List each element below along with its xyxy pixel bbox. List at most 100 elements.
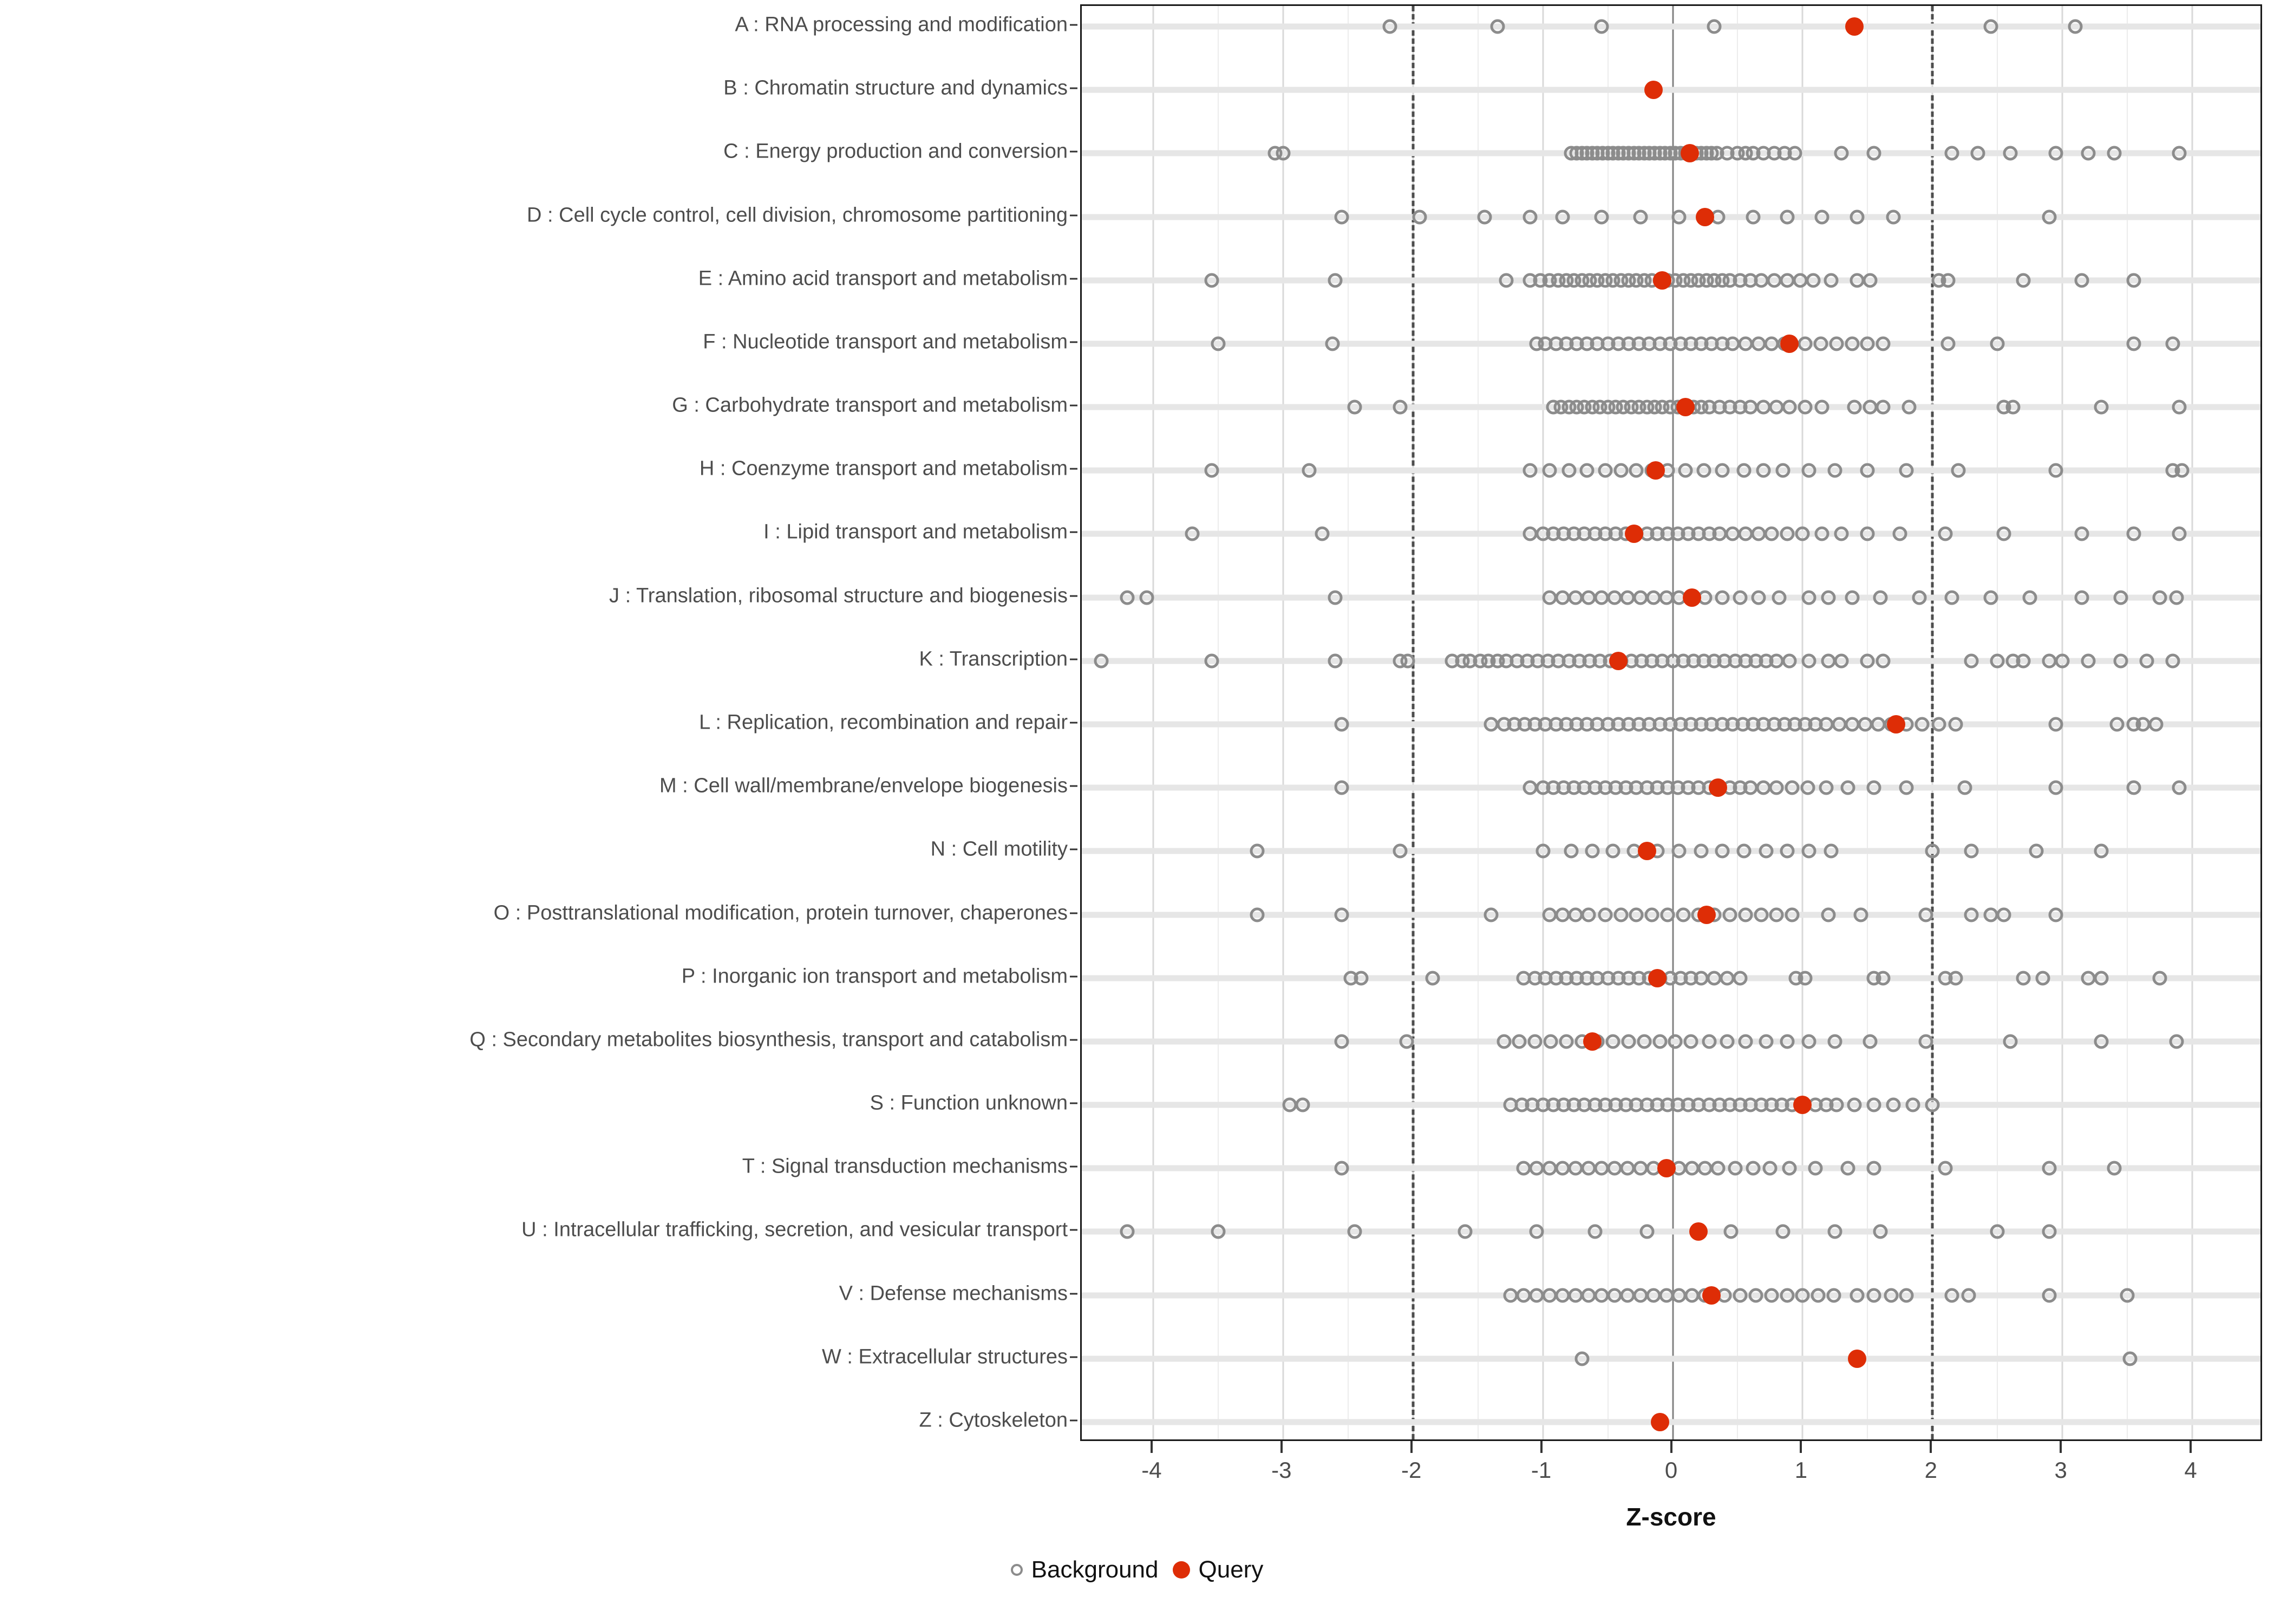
open-circle-icon <box>1010 1564 1023 1576</box>
background-point <box>1204 463 1219 478</box>
background-point <box>1801 463 1816 478</box>
background-point <box>1613 463 1629 478</box>
background-point <box>1858 717 1873 732</box>
background-point <box>1762 1161 1778 1176</box>
y-axis-tick <box>1070 912 1077 914</box>
background-point <box>1801 1034 1816 1049</box>
background-point <box>1535 843 1551 859</box>
y-axis-label-i: I : Lipid transport and metabolism <box>763 520 1068 543</box>
background-point <box>1860 463 1875 478</box>
background-point <box>1282 1097 1297 1112</box>
background-point <box>1780 209 1795 225</box>
background-point <box>1798 400 1813 415</box>
background-point <box>1886 209 1901 225</box>
background-point <box>1497 1034 1512 1049</box>
legend-item-query[interactable]: Query <box>1172 1556 1263 1583</box>
background-point <box>1780 273 1795 288</box>
background-point <box>1659 1288 1674 1303</box>
background-point <box>2172 780 2187 795</box>
background-point <box>1964 843 1979 859</box>
background-point <box>1725 526 1740 541</box>
background-point <box>1522 209 1538 225</box>
query-point <box>1887 715 1906 734</box>
y-axis-tick <box>1070 1102 1077 1104</box>
background-point <box>1684 1288 1700 1303</box>
background-point <box>1629 907 1644 922</box>
background-point <box>1652 1034 1667 1049</box>
y-axis-label-column: A : RNA processing and modification B : C… <box>0 0 1077 1441</box>
x-axis-tick-label: 4 <box>2184 1457 2197 1483</box>
query-point <box>1648 968 1667 987</box>
background-point <box>2152 590 2167 605</box>
background-point <box>1581 1161 1596 1176</box>
y-axis-tick <box>1070 1293 1077 1295</box>
background-point <box>2135 717 2151 732</box>
background-point <box>1918 907 1933 922</box>
query-point <box>1848 1349 1867 1368</box>
background-point <box>1715 843 1730 859</box>
background-point <box>1743 780 1758 795</box>
background-point <box>1782 400 1797 415</box>
legend-item-background[interactable]: Background <box>1010 1556 1159 1583</box>
background-point <box>1892 526 1907 541</box>
background-point <box>1568 590 1583 605</box>
background-point <box>2152 971 2167 986</box>
query-point <box>1680 144 1699 163</box>
background-point <box>1860 526 1875 541</box>
background-point <box>1587 1224 1603 1239</box>
background-point <box>1876 971 1891 986</box>
background-point <box>1918 1034 1933 1049</box>
background-point <box>1769 780 1784 795</box>
background-point <box>1598 907 1613 922</box>
background-point <box>1325 336 1340 351</box>
background-point <box>1764 336 1779 351</box>
y-axis-tick <box>1070 1039 1077 1041</box>
background-point <box>1876 400 1891 415</box>
x-axis-tick-label: 1 <box>1794 1457 1808 1483</box>
x-axis-tick-label: 0 <box>1664 1457 1678 1483</box>
background-point <box>1811 1288 1826 1303</box>
background-point <box>1382 19 1397 34</box>
background-point <box>1555 209 1570 225</box>
background-point <box>1782 1161 1797 1176</box>
background-point <box>2107 1161 2122 1176</box>
background-point <box>1529 1224 1544 1239</box>
x-axis-tick <box>1410 1441 1413 1453</box>
plot-panel <box>1080 4 2262 1441</box>
x-axis-tick <box>2190 1441 2192 1453</box>
y-axis-tick <box>1070 1165 1077 1168</box>
y-axis-label-k: K : Transcription <box>919 647 1068 671</box>
background-point <box>2005 400 2021 415</box>
background-point <box>2165 336 2180 351</box>
query-point <box>1657 1159 1676 1178</box>
y-axis-label-d: D : Cell cycle control, cell division, c… <box>527 204 1068 227</box>
background-point <box>1555 907 1570 922</box>
background-point <box>2042 1288 2057 1303</box>
background-point <box>1594 590 1609 605</box>
y-gridline <box>1082 87 2260 93</box>
background-point <box>1425 971 1440 986</box>
background-point <box>1775 1224 1791 1239</box>
y-axis-label-z: Z : Cytoskeleton <box>919 1409 1068 1432</box>
background-point <box>2122 1351 2138 1366</box>
background-point <box>1120 590 1135 605</box>
background-point <box>1827 463 1842 478</box>
background-point <box>1594 1288 1609 1303</box>
background-point <box>1697 1161 1713 1176</box>
background-point <box>1211 336 1226 351</box>
background-point <box>1899 780 1914 795</box>
background-point <box>1399 1034 1414 1049</box>
background-point <box>1139 590 1154 605</box>
background-point <box>1901 400 1917 415</box>
background-point <box>1863 273 1878 288</box>
legend-label-background: Background <box>1031 1556 1159 1583</box>
background-point <box>1990 336 2005 351</box>
background-point <box>1334 717 1349 732</box>
background-point <box>1204 653 1219 669</box>
background-point <box>1499 273 1514 288</box>
y-axis-tick <box>1070 278 1077 280</box>
background-point <box>2169 590 2184 605</box>
background-point <box>1736 843 1752 859</box>
background-point <box>2081 146 2096 161</box>
background-point <box>1840 1161 1855 1176</box>
